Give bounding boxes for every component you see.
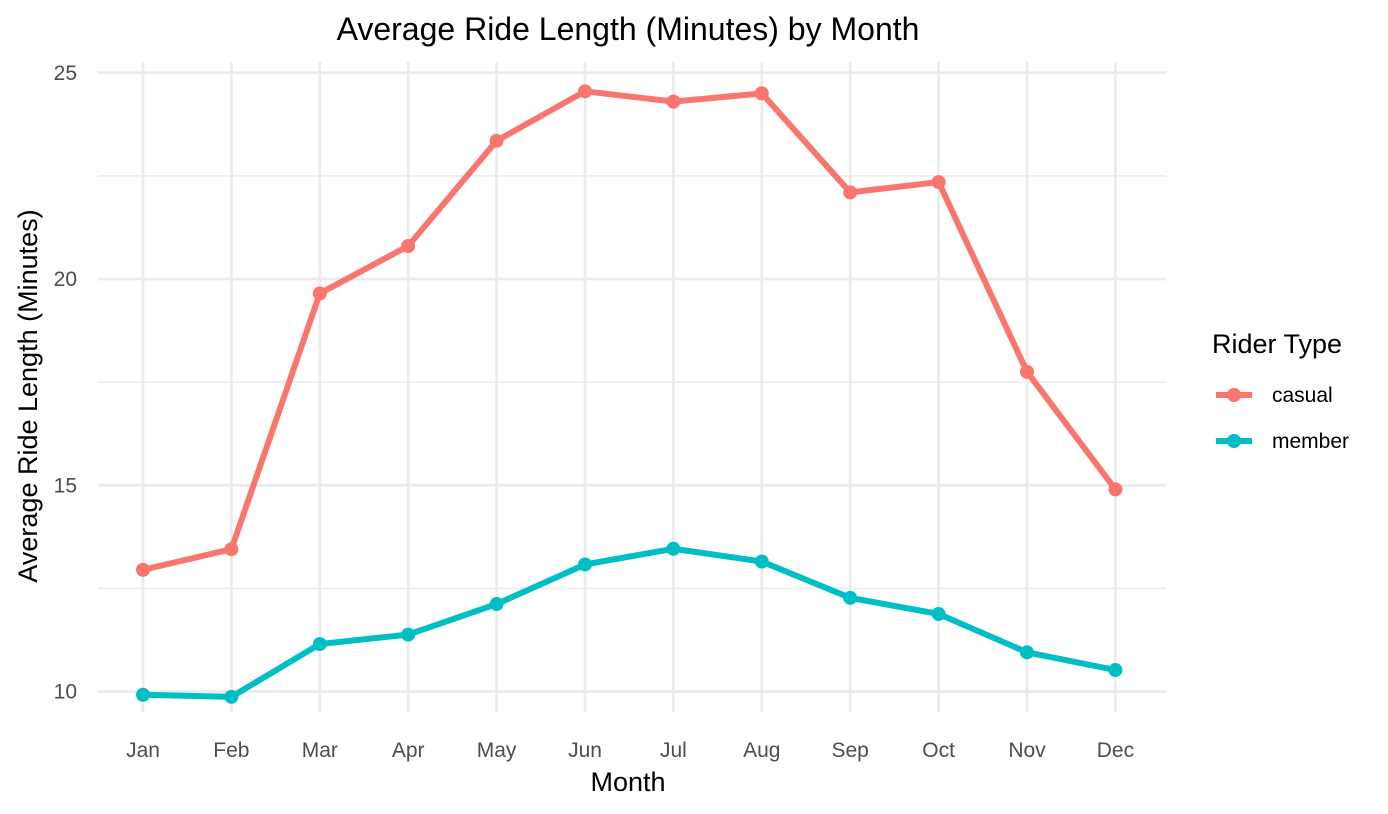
x-axis-title: Month [590, 767, 665, 797]
data-point-member [224, 689, 239, 704]
data-point-member [578, 557, 592, 572]
data-point-casual [931, 175, 946, 190]
x-tick-label: Nov [1008, 739, 1046, 762]
y-tick-label: 10 [54, 681, 77, 704]
x-tick-label: Jul [660, 739, 687, 762]
data-point-member [843, 590, 858, 605]
data-point-casual [1020, 364, 1034, 379]
x-tick-label: Jan [126, 739, 160, 762]
data-point-casual [843, 185, 858, 200]
data-point-member [1108, 663, 1123, 678]
series-line-member [140, 545, 1119, 700]
legend-title: Rider Type [1212, 329, 1342, 359]
legend-key-point [1227, 434, 1241, 448]
x-tick-label: Sep [832, 739, 869, 762]
data-point-casual [401, 239, 416, 253]
y-axis-title: Average Ride Length (Minutes) [13, 209, 43, 582]
data-point-casual [578, 84, 592, 99]
x-tick-label: Feb [213, 739, 249, 762]
x-tick-label: Dec [1097, 739, 1134, 762]
data-point-casual [312, 286, 327, 301]
tick-labels: 10 15 20 25 Jan Feb Mar Apr May Jun Jul Aug Sep Oct No… [54, 62, 1134, 762]
data-point-casual [224, 542, 239, 557]
data-point-casual [1108, 482, 1123, 497]
data-point-member [754, 554, 769, 569]
data-point-member [489, 597, 504, 612]
data-point-member [931, 606, 946, 621]
data-point-casual [666, 94, 681, 109]
data-point-member [666, 541, 681, 556]
x-tick-label: May [477, 739, 517, 762]
y-tick-label: 25 [54, 62, 77, 85]
x-tick-label: Mar [302, 739, 338, 762]
y-tick-label: 15 [54, 474, 77, 497]
legend-key-point [1227, 388, 1241, 402]
grid [98, 62, 1166, 712]
data-point-member [401, 627, 416, 642]
data-point-member [1020, 645, 1034, 660]
legend: Rider Type casual member [1212, 329, 1349, 453]
y-tick-label: 20 [54, 268, 77, 291]
series-line-casual [140, 88, 1119, 573]
x-tick-label: Apr [392, 739, 425, 762]
data-point-casual [489, 133, 504, 148]
x-tick-label: Aug [743, 739, 780, 762]
x-tick-label: Oct [922, 739, 955, 762]
data-point-casual [754, 86, 769, 101]
data-point-member [136, 687, 150, 702]
chart-title: Average Ride Length (Minutes) by Month [337, 11, 920, 47]
data-point-member [312, 637, 327, 652]
legend-label-member: member [1272, 430, 1349, 453]
x-tick-label: Jun [568, 739, 602, 762]
legend-label-casual: casual [1272, 384, 1333, 407]
data-point-casual [136, 562, 150, 577]
series-layer [136, 84, 1123, 704]
